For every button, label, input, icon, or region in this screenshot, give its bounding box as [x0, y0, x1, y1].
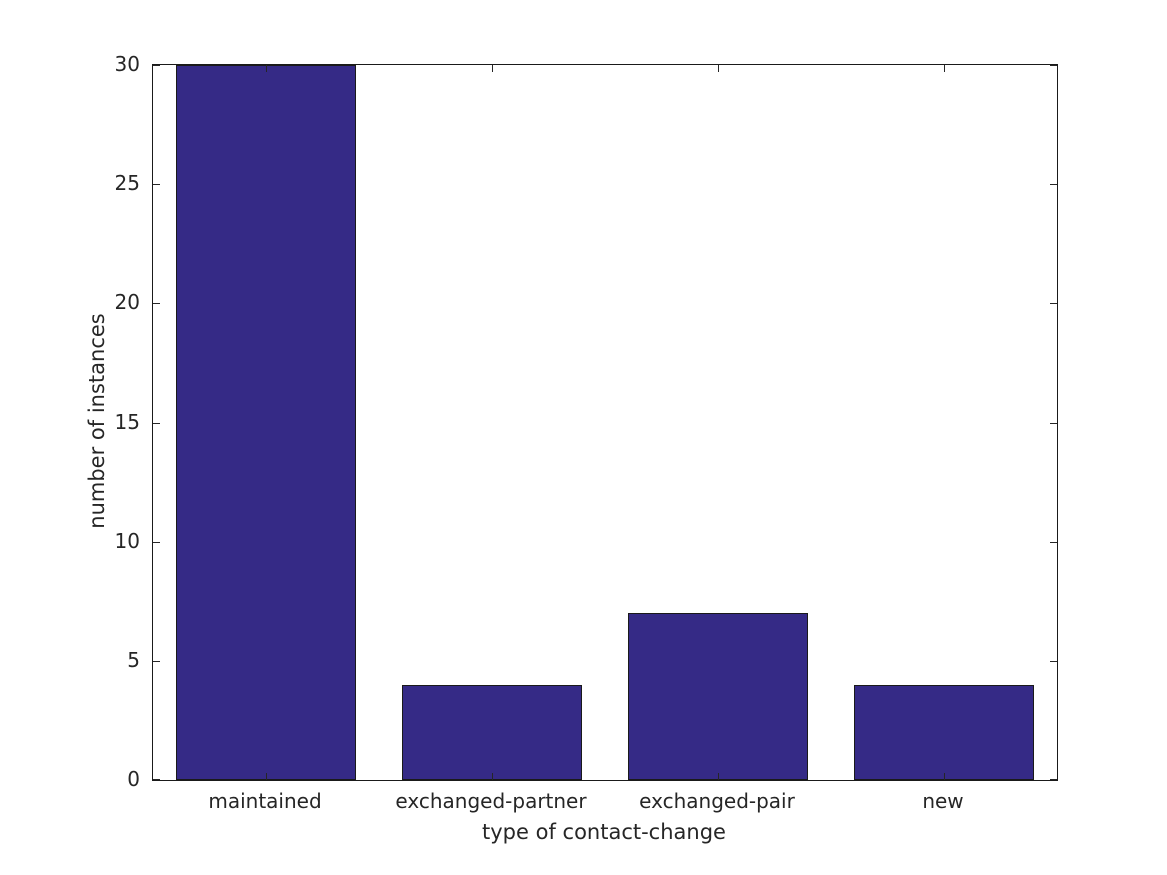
x-axis-label: type of contact-change — [482, 820, 726, 844]
x-tick-bottom-new — [944, 773, 945, 780]
y-tick-right-5 — [1050, 660, 1057, 662]
x-tick-label-maintained: maintained — [208, 789, 322, 813]
y-tick-left-0 — [153, 779, 160, 780]
y-tick-label-5: 5 — [127, 647, 140, 672]
y-tick-left-30 — [153, 65, 160, 66]
x-tick-label-exchanged-partner: exchanged-partner — [395, 789, 587, 813]
bar-maintained — [175, 65, 357, 780]
y-tick-label-30: 30 — [114, 52, 140, 76]
x-tick-label-new: new — [922, 789, 964, 813]
y-tick-label-20: 20 — [114, 290, 140, 315]
y-tick-right-25 — [1050, 184, 1057, 186]
plot-area — [152, 64, 1058, 781]
y-tick-left-10 — [153, 541, 160, 543]
y-tick-label-10: 10 — [114, 528, 140, 553]
y-tick-label-0: 0 — [127, 767, 140, 791]
y-tick-left-20 — [153, 303, 160, 305]
y-tick-left-5 — [153, 660, 160, 662]
y-tick-right-15 — [1050, 422, 1057, 424]
x-tick-top-maintained — [266, 65, 267, 72]
bar-exchanged-partner — [401, 684, 583, 780]
y-tick-label-25: 25 — [114, 171, 140, 196]
x-tick-label-exchanged-pair: exchanged-pair — [639, 789, 795, 813]
x-tick-top-exchanged-pair — [718, 65, 719, 72]
y-tick-left-25 — [153, 184, 160, 186]
y-tick-right-0 — [1050, 779, 1057, 780]
x-tick-top-exchanged-partner — [492, 65, 493, 72]
x-tick-bottom-maintained — [266, 773, 267, 780]
y-tick-right-20 — [1050, 303, 1057, 305]
y-tick-right-10 — [1050, 541, 1057, 543]
y-tick-label-15: 15 — [114, 409, 140, 434]
x-tick-bottom-exchanged-partner — [492, 773, 493, 780]
y-tick-right-30 — [1050, 65, 1057, 66]
y-tick-left-15 — [153, 422, 160, 424]
bar-new — [853, 684, 1035, 780]
bar-exchanged-pair — [627, 613, 809, 780]
x-tick-top-new — [944, 65, 945, 72]
x-tick-bottom-exchanged-pair — [718, 773, 719, 780]
